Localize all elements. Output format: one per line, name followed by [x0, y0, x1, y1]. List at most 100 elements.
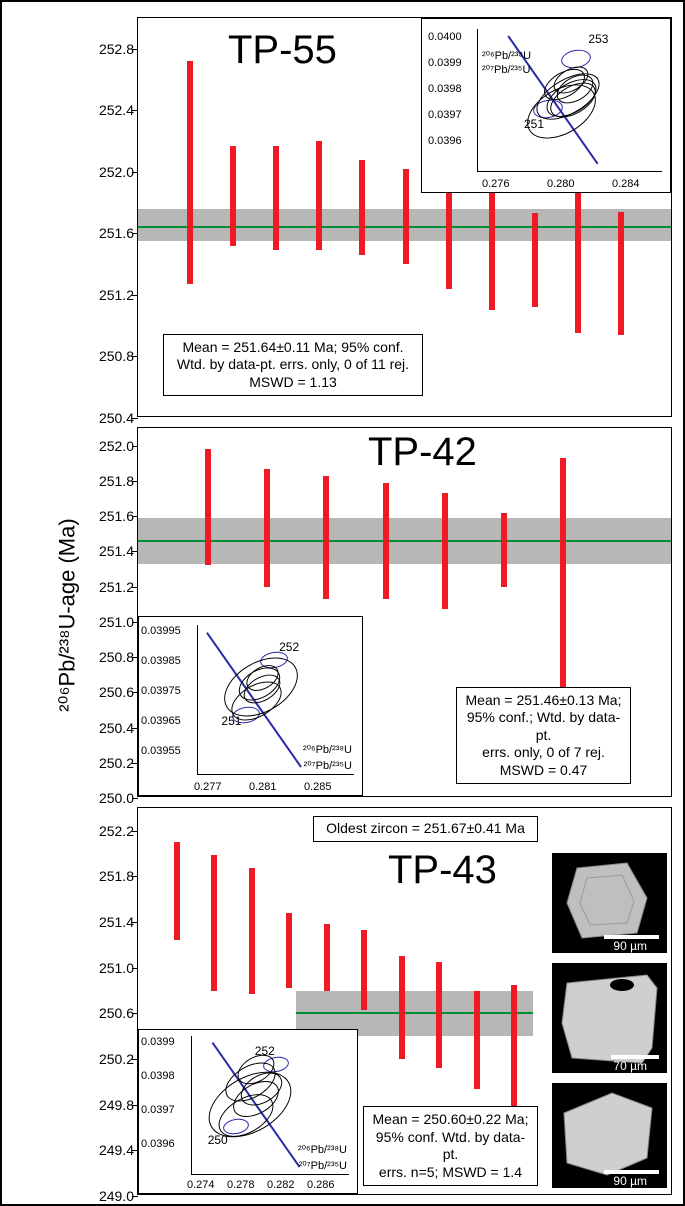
panel-tp43: TP-43 Oldest zircon = 251.67±0.41 Ma 249… [137, 807, 672, 1195]
error-bar [359, 160, 365, 255]
inset-ytick: 0.0397 [428, 109, 462, 121]
title-tp55: TP-55 [228, 28, 337, 73]
scale-text: 90 µm [613, 939, 647, 953]
error-bar [383, 483, 389, 599]
inset-x-label: ²⁰⁷Pb/²³⁵U [304, 759, 352, 772]
error-bar [403, 169, 409, 264]
inset-ytick: 0.0400 [428, 31, 462, 43]
inset-y-label: ²⁰⁶Pb/²³⁸U [298, 1143, 347, 1156]
inset-ytick: 0.0398 [428, 83, 462, 95]
inset-num: 252 [255, 1044, 275, 1058]
inset-ytick: 0.03975 [141, 685, 181, 697]
error-bar [361, 930, 367, 1010]
ytick [132, 587, 138, 588]
error-bar [174, 842, 180, 940]
inset-xtick: 0.286 [307, 1179, 335, 1191]
error-bar [436, 962, 442, 1068]
error-bar [316, 141, 322, 250]
ytick [132, 798, 138, 799]
error-bar [323, 476, 329, 599]
info-line: 95% conf.; Wtd. by data-pt. [463, 709, 624, 744]
mean-line-tp43 [296, 1012, 533, 1014]
error-bar [205, 449, 211, 565]
error-bar [575, 187, 581, 333]
inset-ytick: 0.0399 [141, 1036, 175, 1048]
inset-num: 251 [524, 117, 544, 131]
error-bar [211, 855, 217, 991]
title-tp42: TP-42 [368, 430, 477, 475]
info-line: Mean = 251.46±0.13 Ma; [463, 692, 624, 710]
inset-ytick: 0.0397 [141, 1104, 175, 1116]
sem-image-3: 90 µm [552, 1083, 667, 1188]
ytick [132, 49, 138, 50]
inset-ytick: 0.0396 [141, 1138, 175, 1150]
error-bar [324, 924, 330, 990]
error-bar [489, 178, 495, 310]
oldest-zircon-box: Oldest zircon = 251.67±0.41 Ma [313, 816, 538, 842]
panel-tp55: TP-55 250.4250.8251.2251.6252.0252.4252.… [137, 17, 672, 417]
scale-text: 90 µm [613, 1174, 647, 1188]
inset-xtick: 0.276 [482, 178, 510, 190]
info-line: Wtd. by data-pt. errs. only, 0 of 11 rej… [170, 356, 416, 374]
inset-x-label: ²⁰⁷Pb/²³⁵U [299, 1159, 347, 1172]
mean-line-tp42 [138, 540, 671, 542]
info-line: MSWD = 0.47 [463, 762, 624, 780]
inset-xtick: 0.278 [227, 1179, 255, 1191]
ytick [132, 831, 138, 832]
ytick [132, 876, 138, 877]
info-line: Mean = 250.60±0.22 Ma; [370, 1111, 531, 1129]
info-line: MSWD = 1.13 [170, 374, 416, 392]
ytick [132, 172, 138, 173]
inset-xtick: 0.285 [304, 781, 332, 793]
info-box-tp42: Mean = 251.46±0.13 Ma; 95% conf.; Wtd. b… [456, 687, 631, 785]
error-bar [264, 469, 270, 587]
info-line: errs. only, 0 of 7 rej. [463, 744, 624, 762]
inset-ytick: 0.03985 [141, 655, 181, 667]
inset-xtick: 0.277 [194, 781, 222, 793]
inset-xtick: 0.281 [249, 781, 277, 793]
figure-root: ²⁰⁶Pb/²³⁸U-age (Ma) TP-55 250.4250.8251.… [0, 0, 685, 1206]
inset-xtick: 0.284 [612, 178, 640, 190]
ytick [132, 418, 138, 419]
ytick [132, 922, 138, 923]
inset-xtick: 0.280 [547, 178, 575, 190]
scale-text: 70 µm [613, 1059, 647, 1073]
inset-tp55: 251 253 0.0400 0.0399 0.0398 0.0397 0.03… [421, 18, 671, 193]
inset-ytick: 0.03955 [141, 745, 181, 757]
error-bar [249, 868, 255, 994]
inset-xtick: 0.282 [267, 1179, 295, 1191]
ytick [132, 446, 138, 447]
info-box-tp55: Mean = 251.64±0.11 Ma; 95% conf. Wtd. by… [163, 334, 423, 397]
error-bar [560, 458, 566, 692]
error-bar [286, 913, 292, 988]
inset-tp43: 250 252 ²⁰⁶Pb/²³⁸U ²⁰⁷Pb/²³⁵U 0.0399 0.0… [138, 1029, 358, 1194]
inset-ytick: 0.03995 [141, 625, 181, 637]
error-bar [399, 956, 405, 1059]
ytick [132, 1013, 138, 1014]
global-y-axis-label: ²⁰⁶Pb/²³⁸U-age (Ma) [55, 518, 81, 711]
inset-y-label: ²⁰⁶Pb/²³⁸U [303, 743, 352, 756]
panel-tp42: TP-42 250.0250.2250.4250.6250.8251.0251.… [137, 427, 672, 797]
info-line: errs. n=5; MSWD = 1.4 [370, 1164, 531, 1182]
title-tp43: TP-43 [388, 848, 497, 893]
error-bar [442, 493, 448, 609]
oldest-zircon-text: Oldest zircon = 251.67±0.41 Ma [326, 820, 525, 836]
inset-x-label: ²⁰⁷Pb/²³⁵U [482, 63, 530, 76]
error-bar [618, 212, 624, 335]
info-line: 95% conf. Wtd. by data-pt. [370, 1129, 531, 1164]
error-bar [501, 513, 507, 587]
error-bar [446, 189, 452, 289]
ytick [132, 356, 138, 357]
sem-image-2: 70 µm [552, 963, 667, 1073]
ytick [132, 295, 138, 296]
inset-tp42: 251 252 ²⁰⁶Pb/²³⁸U ²⁰⁷Pb/²³⁵U 0.03995 0.… [138, 616, 363, 796]
inset-num: 251 [221, 714, 241, 728]
inset-ytick: 0.0398 [141, 1070, 175, 1082]
info-box-tp43: Mean = 250.60±0.22 Ma; 95% conf. Wtd. by… [363, 1106, 538, 1186]
ytick [132, 968, 138, 969]
inset-num: 252 [279, 640, 299, 654]
ytick [132, 1196, 138, 1197]
info-line: Mean = 251.64±0.11 Ma; 95% conf. [170, 339, 416, 357]
inset-ytick: 0.0396 [428, 135, 462, 147]
inset-xtick: 0.274 [187, 1179, 215, 1191]
